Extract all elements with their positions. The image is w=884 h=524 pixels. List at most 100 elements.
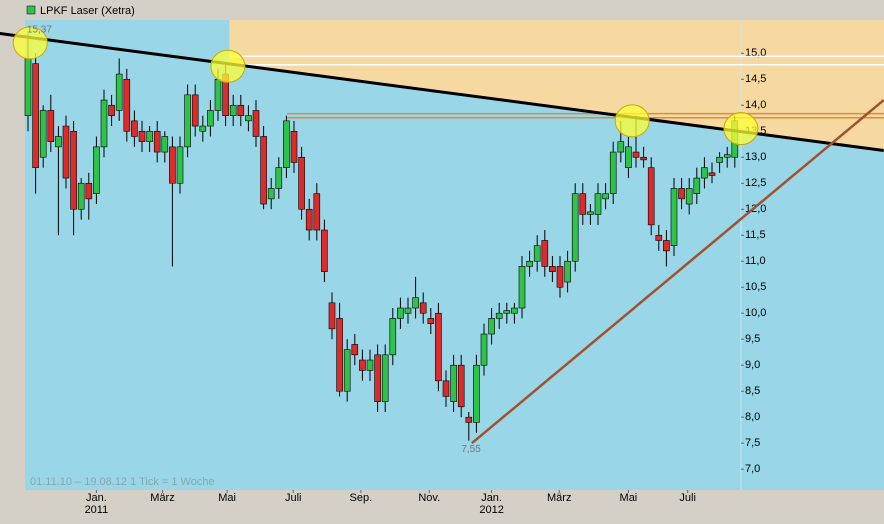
candle-body <box>359 359 366 371</box>
y-tick-label: 11,5 <box>745 229 766 241</box>
highlight-circle <box>614 104 650 138</box>
candle-body <box>701 167 708 179</box>
candle-body <box>229 104 237 116</box>
y-tick-label: 13,0 <box>745 151 766 163</box>
candle-body <box>518 266 526 309</box>
y-tick-label: 8,0 <box>745 411 760 423</box>
candle-body <box>427 318 435 324</box>
x-tick-label: März <box>150 492 174 504</box>
candle-body <box>237 104 245 116</box>
candle-body <box>465 416 473 423</box>
trendline <box>471 99 884 445</box>
candle-body <box>153 130 161 153</box>
candle-body <box>632 151 640 158</box>
candle-body <box>260 136 267 205</box>
candle-body <box>191 94 199 127</box>
candle-body <box>480 333 488 366</box>
annotation: 7,55 <box>461 444 481 455</box>
x-tick-label: Sep. <box>350 492 373 504</box>
candle-body <box>267 188 275 200</box>
y-tick-label: 11,0 <box>745 255 766 267</box>
candle-body <box>579 193 587 215</box>
y-tick-label: 15,0 <box>745 47 766 59</box>
y-tick-label: 10,0 <box>745 307 766 319</box>
candle-body <box>108 104 115 116</box>
annotation: 15,37 <box>27 25 52 36</box>
candle-body <box>708 172 716 176</box>
candle-body <box>716 156 723 163</box>
candle-body <box>511 307 518 314</box>
y-tick-label: 9,0 <box>745 359 760 371</box>
candle-body <box>435 312 442 382</box>
candle-body <box>549 266 556 272</box>
candle-body <box>161 136 169 153</box>
candle-body <box>571 193 579 262</box>
highlight-circle <box>210 49 246 83</box>
x-tick-label: Jan. <box>86 492 107 504</box>
candle-body <box>85 182 93 200</box>
candle-body <box>587 211 594 215</box>
candle-body <box>594 193 602 215</box>
x-tick-label: Juli <box>285 492 302 504</box>
candle-body <box>381 354 389 402</box>
candle-body <box>647 167 655 226</box>
chart-title: LPKF Laser (Xetra) <box>40 5 135 17</box>
footnote: 01.11.10 – 19.08.12 1 Tick = 1 Woche <box>30 476 215 488</box>
candle-body <box>275 167 283 189</box>
candle-body <box>176 146 184 184</box>
candle-body <box>473 364 480 423</box>
candle-body <box>62 125 70 179</box>
candle-body <box>93 146 100 194</box>
candle-body <box>442 380 450 397</box>
candle-body <box>290 130 298 163</box>
candle-body <box>397 307 404 319</box>
y-tick-label: 7,5 <box>745 437 760 449</box>
candle-body <box>389 318 397 356</box>
candle-body <box>199 125 207 132</box>
candle-body <box>245 115 252 122</box>
candle-body <box>495 312 503 319</box>
candle-body <box>184 94 191 148</box>
candle-body <box>723 154 731 158</box>
candle-body <box>366 359 374 371</box>
highlight-circle <box>723 112 759 146</box>
candle-body <box>328 302 336 330</box>
candle-body <box>670 188 678 246</box>
y-tick-label: 10,5 <box>745 281 766 293</box>
candle-body <box>24 58 32 116</box>
candle-body <box>457 364 465 408</box>
candle-body <box>640 156 647 161</box>
highlight-circle <box>12 26 48 60</box>
candle-body <box>693 177 701 194</box>
candle-body <box>123 78 131 132</box>
candle-body <box>533 245 541 262</box>
candle-body <box>685 188 693 205</box>
candle-body <box>39 110 47 158</box>
candle-body <box>625 146 632 168</box>
candle-body <box>32 63 39 168</box>
candle-body <box>131 120 138 137</box>
candle-body <box>115 73 123 111</box>
x-tick-year: 2011 <box>85 504 109 516</box>
x-tick-label: Jan. <box>481 492 502 504</box>
candle-body <box>70 130 77 210</box>
candle-body <box>207 110 214 127</box>
candle-body <box>419 302 427 314</box>
candle-body <box>488 318 495 335</box>
legend-swatch <box>26 5 36 15</box>
candle-body <box>77 182 85 210</box>
candle-body <box>298 156 305 210</box>
candle-body <box>138 130 146 142</box>
candle-body <box>313 193 321 231</box>
candle-body <box>412 297 419 309</box>
x-tick-label: Mai <box>620 492 638 504</box>
candle-body <box>305 208 313 231</box>
x-tick-label: Juli <box>679 492 696 504</box>
x-tick-label: Mai <box>218 492 236 504</box>
candle-body <box>503 310 511 314</box>
candle-body <box>541 240 549 267</box>
candle-body <box>609 151 617 194</box>
candle-body <box>252 110 260 137</box>
candle-body <box>214 78 222 111</box>
candle-body <box>146 130 153 142</box>
